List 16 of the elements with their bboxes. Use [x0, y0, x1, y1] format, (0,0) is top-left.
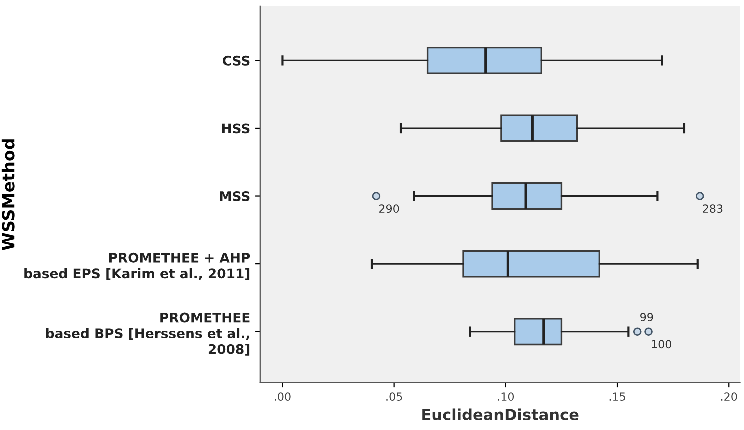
y-tick-label: CSS	[222, 56, 250, 66]
y-tick-label: PROMETHEE + AHP based EPS [Karim et al., 2011]	[24, 252, 250, 280]
x-tick-label: .00	[275, 392, 291, 402]
annotation: 283	[703, 204, 723, 214]
annotation: 290	[380, 204, 400, 214]
y-tick-label: PROMETHEE based BPS [Herssens et al., 2008]	[46, 312, 250, 356]
y-tick-label: HSS	[222, 124, 250, 134]
x-tick-label: .20	[721, 392, 738, 402]
x-axis-title: EuclideanDistance	[422, 408, 579, 421]
x-tick-label: .05	[386, 392, 402, 402]
x-tick-label: .10	[498, 392, 514, 402]
annotation: 99	[640, 313, 654, 322]
x-tick-label: .15	[610, 392, 626, 402]
y-axis-title: WSSMethod	[2, 140, 15, 250]
y-tick-label: MSS	[220, 191, 250, 202]
annotation: 100	[652, 340, 672, 349]
